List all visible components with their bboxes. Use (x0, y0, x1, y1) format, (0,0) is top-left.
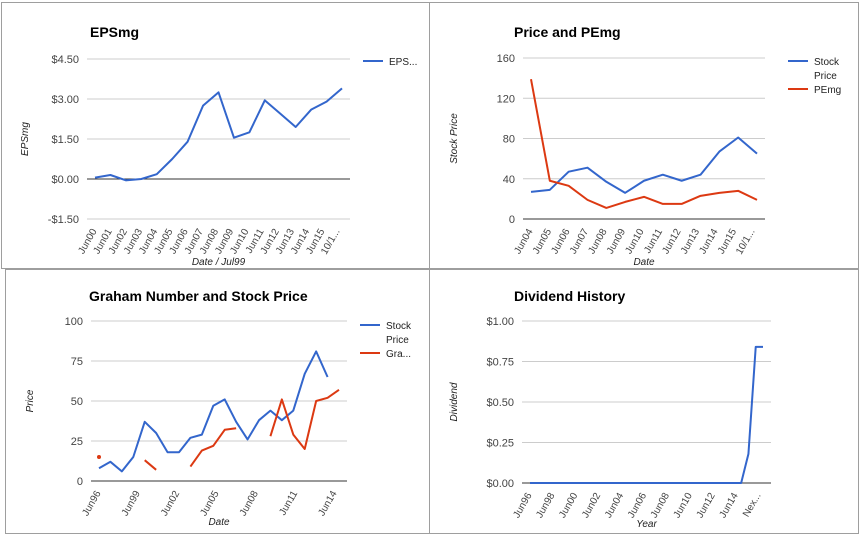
x-tick-label: Jun12 (695, 491, 718, 520)
graham-chart-panel: Graham Number and Stock Price 100 75 50 25 0 S… (5, 269, 430, 534)
x-tick-label: Jun02 (580, 491, 603, 520)
y-tick-label: $0.00 (486, 478, 514, 490)
series-line-0 (94, 87, 343, 182)
series-line-1 (189, 427, 237, 468)
series-line-0 (98, 350, 329, 473)
chart-title: Price and PEmg (514, 24, 621, 40)
price-pe-chart-panel: Price and PEmg 160 120 80 40 0 Stock Price PEmg J… (429, 2, 859, 269)
y-axis-title: Dividend (449, 382, 460, 421)
x-tick-label: Jun10 (672, 491, 695, 520)
x-tick-label: Jun14 (718, 491, 741, 520)
y-axis-title: Stock Price (449, 113, 460, 164)
dividend-chart-panel: Dividend History $1.00 $0.75 $0.50 $0.25 $0.0… (429, 269, 859, 534)
x-tick-label: Jun99 (120, 489, 143, 518)
graham-chart: Graham Number and Stock Price 100 75 50 25 0 S… (25, 288, 412, 528)
x-tick-label: Jun05 (198, 489, 221, 518)
x-tick-label: Jun02 (159, 489, 182, 518)
legend-label: Price (814, 71, 837, 82)
y-tick-label: 120 (497, 93, 515, 105)
legend-label: PEmg (814, 85, 841, 96)
x-tick-label: Jun96 (80, 489, 103, 518)
x-tick-label: Nex... (741, 491, 764, 519)
chart-title: Graham Number and Stock Price (89, 288, 308, 304)
y-axis-title: Price (25, 389, 36, 412)
price-pe-chart: Price and PEmg 160 120 80 40 0 Stock Price PEmg J… (449, 24, 841, 268)
x-axis-title: Year (636, 519, 657, 530)
y-tick-label: 75 (71, 356, 83, 368)
y-tick-label: $4.50 (51, 54, 79, 66)
x-tick-label: Jun08 (649, 491, 672, 520)
y-tick-label: 0 (509, 214, 515, 226)
x-tick-label: 10/1... (734, 227, 757, 257)
x-axis-title: Date (633, 257, 655, 268)
y-tick-label: $1.00 (486, 316, 514, 328)
dividend-chart: Dividend History$1.00 $0.75 $0.50 $0.25 $0.0… (449, 288, 771, 530)
y-axis-title: EPSmg (20, 122, 31, 156)
chart-title: Dividend History (514, 288, 625, 304)
y-tick-label: 160 (497, 53, 515, 65)
y-tick-label: 50 (71, 396, 83, 408)
y-tick-label: $0.25 (486, 438, 514, 450)
y-tick-label: 80 (503, 134, 515, 146)
series-point (97, 455, 101, 459)
series-line-1 (530, 78, 758, 209)
y-tick-label: -$1.50 (48, 214, 79, 226)
y-tick-label: 0 (77, 476, 83, 488)
y-tick-label: 100 (65, 316, 83, 328)
x-tick-label: Jun11 (277, 489, 300, 518)
x-tick-label: Jun04 (603, 491, 626, 520)
chart-title: EPSmg (90, 24, 139, 40)
x-tick-label: Jun10 (623, 227, 646, 256)
x-tick-label: Jun06 (626, 491, 649, 520)
y-tick-label: $0.75 (486, 357, 514, 369)
eps-chart-panel: EPSmg $4.50 $3.00 $1.50 $0.00 -$1.50 EPS... Jun… (1, 2, 430, 269)
y-tick-label: $0.50 (486, 397, 514, 409)
legend-label: Price (386, 335, 409, 346)
x-tick-label: Jun14 (316, 489, 339, 518)
y-tick-label: 25 (71, 436, 83, 448)
x-tick-label: Jun08 (238, 489, 261, 518)
series-line-0 (530, 345, 763, 484)
eps-chart: EPSmg$4.50$3.00$1.50$0.00-$1.50EPS...Jun… (20, 24, 417, 268)
y-tick-label: $1.50 (51, 134, 79, 146)
x-axis-title: Date (208, 517, 230, 528)
legend-label: Stock (814, 57, 840, 68)
y-tick-label: $3.00 (51, 94, 79, 106)
series-line-1 (144, 459, 157, 471)
series-line-1 (269, 388, 340, 450)
legend-label: Gra... (386, 349, 411, 360)
legend-label: EPS... (389, 57, 417, 68)
x-tick-label: Jun98 (534, 491, 557, 520)
legend-label: Stock (386, 321, 412, 332)
x-axis-title: Date / Jul99 (192, 257, 246, 268)
series-line-0 (530, 136, 758, 194)
y-tick-label: 40 (503, 174, 515, 186)
x-tick-label: Jun00 (557, 491, 580, 520)
x-tick-label: Jun96 (511, 491, 534, 520)
y-tick-label: $0.00 (51, 174, 79, 186)
